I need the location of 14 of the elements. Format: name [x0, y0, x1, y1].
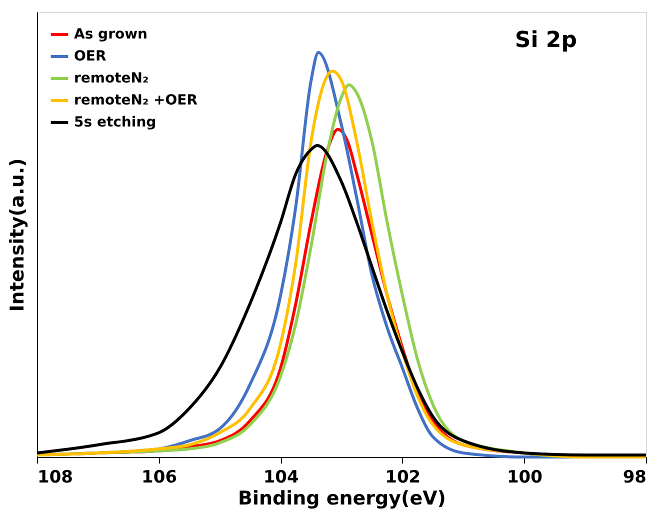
x-tick-label: 102: [385, 468, 421, 488]
x-tick-label: 108: [38, 468, 73, 488]
legend-label: remoteN₂: [74, 70, 149, 86]
x-tick-label: 106: [142, 468, 178, 488]
x-axis-title: Binding energy(eV): [238, 488, 446, 510]
x-tick-label: 104: [263, 468, 300, 488]
x-tick-label: 98: [622, 468, 646, 488]
y-axis-title: Intensity(a.u.): [6, 158, 28, 312]
legend-label: As grown: [74, 26, 148, 42]
legend-label: OER: [74, 48, 106, 64]
legend-label: 5s etching: [74, 114, 156, 130]
legend-label: remoteN₂ +OER: [74, 92, 198, 108]
annotation: Si 2p: [514, 28, 577, 53]
x-tick-label: 100: [506, 468, 543, 488]
